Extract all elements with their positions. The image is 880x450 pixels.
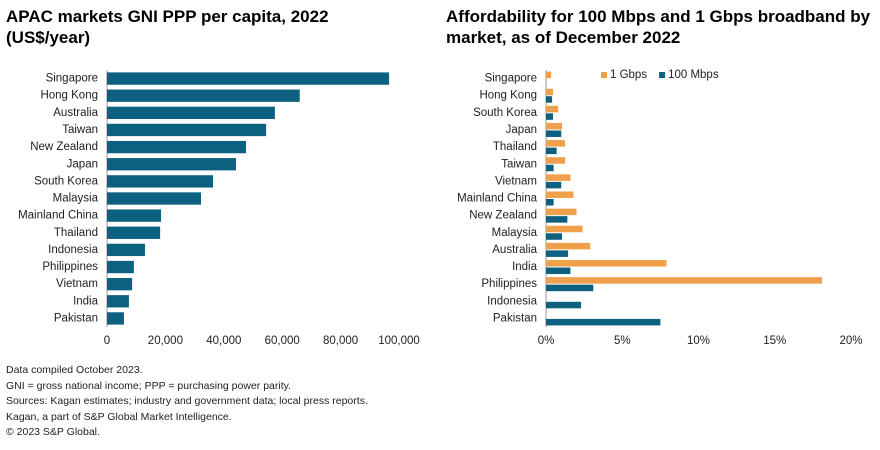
y-tick-label: New Zealand (30, 141, 98, 153)
y-tick-label: Japan (506, 124, 537, 136)
bar (546, 113, 554, 120)
y-tick-label: Indonesia (487, 295, 537, 307)
bar (107, 226, 161, 239)
y-tick-label: Hong Kong (40, 90, 98, 102)
x-tick-label: 60,000 (265, 335, 300, 347)
bar (546, 267, 571, 275)
y-tick-label: Mainland China (457, 193, 538, 205)
bar (546, 242, 591, 250)
y-tick-label: Indonesia (48, 244, 98, 256)
bar (107, 140, 246, 154)
bar (546, 208, 577, 216)
bar (546, 105, 559, 113)
y-tick-label: Hong Kong (479, 90, 537, 102)
y-tick-label: Vietnam (495, 175, 537, 187)
notes: Data compiled October 2023. GNI = gross n… (6, 363, 368, 441)
bar (546, 140, 566, 147)
bar (546, 277, 823, 284)
x-tick-label: 80,000 (323, 335, 358, 347)
bar (107, 243, 145, 257)
y-tick-label: South Korea (34, 175, 99, 187)
bar (107, 260, 134, 274)
bar (107, 106, 275, 120)
bar (546, 318, 661, 326)
y-tick-label: Singapore (485, 73, 537, 85)
y-tick-label: Malaysia (492, 227, 538, 239)
bar (546, 284, 594, 292)
x-tick-label: 10% (687, 335, 710, 347)
bar (107, 192, 202, 205)
bar (546, 199, 554, 206)
bar (107, 312, 124, 325)
bar (107, 209, 162, 222)
y-tick-label: Thailand (493, 141, 537, 153)
y-tick-label: Thailand (54, 227, 98, 239)
bar (546, 174, 571, 181)
bar (546, 122, 563, 130)
y-tick-label: Philippines (42, 261, 98, 273)
y-tick-label: Australia (492, 244, 537, 256)
note: Sources: Kagan estimates; industry and g… (6, 395, 368, 407)
legend-label: 100 Mbps (668, 69, 719, 81)
y-tick-label: Japan (67, 158, 98, 170)
y-tick-label: Mainland China (18, 210, 99, 222)
y-tick-label: South Korea (473, 107, 538, 119)
bar (546, 71, 552, 79)
y-tick-label: Philippines (481, 278, 537, 290)
bar (107, 123, 267, 137)
y-tick-label: Malaysia (53, 193, 99, 205)
y-tick-label: New Zealand (469, 210, 537, 222)
y-tick-label: Pakistan (54, 312, 98, 324)
note: Kagan, a part of S&P Global Market Intel… (6, 410, 232, 423)
y-tick-label: India (73, 295, 99, 307)
chart-title: Affordability for 100 Mbps and 1 Gbps br… (446, 7, 871, 47)
x-tick-label: 20% (839, 335, 862, 347)
x-tick-label: 15% (763, 335, 786, 347)
x-tick-label: 0% (538, 335, 555, 347)
x-tick-label: 0 (104, 335, 110, 347)
y-tick-label: Taiwan (62, 124, 98, 136)
bar (546, 260, 667, 267)
y-tick-label: India (512, 261, 538, 273)
y-tick-label: Singapore (46, 73, 98, 85)
legend-swatch (601, 72, 607, 78)
bar (546, 157, 566, 164)
y-tick-label: Taiwan (501, 158, 537, 170)
bar (546, 250, 569, 257)
bar (107, 89, 300, 102)
note: Data compiled October 2023. (6, 364, 143, 376)
note: © 2023 S&P Global. (6, 426, 100, 438)
bar (107, 158, 237, 171)
chart-title: APAC markets GNI PPP per capita, 2022 (U… (6, 7, 329, 47)
bar (546, 191, 574, 198)
bar (107, 277, 133, 291)
x-tick-label: 100,000 (378, 335, 420, 347)
bar (546, 233, 563, 240)
y-tick-label: Vietnam (56, 278, 98, 290)
bar (546, 216, 568, 223)
legend-label: 1 Gbps (610, 69, 647, 81)
bar (546, 181, 562, 189)
bar (107, 72, 390, 85)
x-tick-label: 20,000 (148, 335, 183, 347)
bar (546, 88, 554, 96)
y-tick-label: Australia (53, 107, 98, 119)
bar (546, 164, 554, 172)
note: GNI = gross national income; PPP = purch… (6, 379, 292, 392)
bar (107, 175, 213, 188)
x-tick-label: 5% (614, 335, 631, 347)
bar (107, 295, 129, 308)
bar (546, 130, 562, 137)
bar (546, 225, 583, 233)
legend-swatch (659, 72, 666, 78)
x-tick-label: 40,000 (206, 335, 241, 347)
bar (546, 301, 582, 309)
y-tick-label: Pakistan (493, 312, 537, 324)
bar (546, 147, 557, 155)
bar (546, 96, 553, 103)
